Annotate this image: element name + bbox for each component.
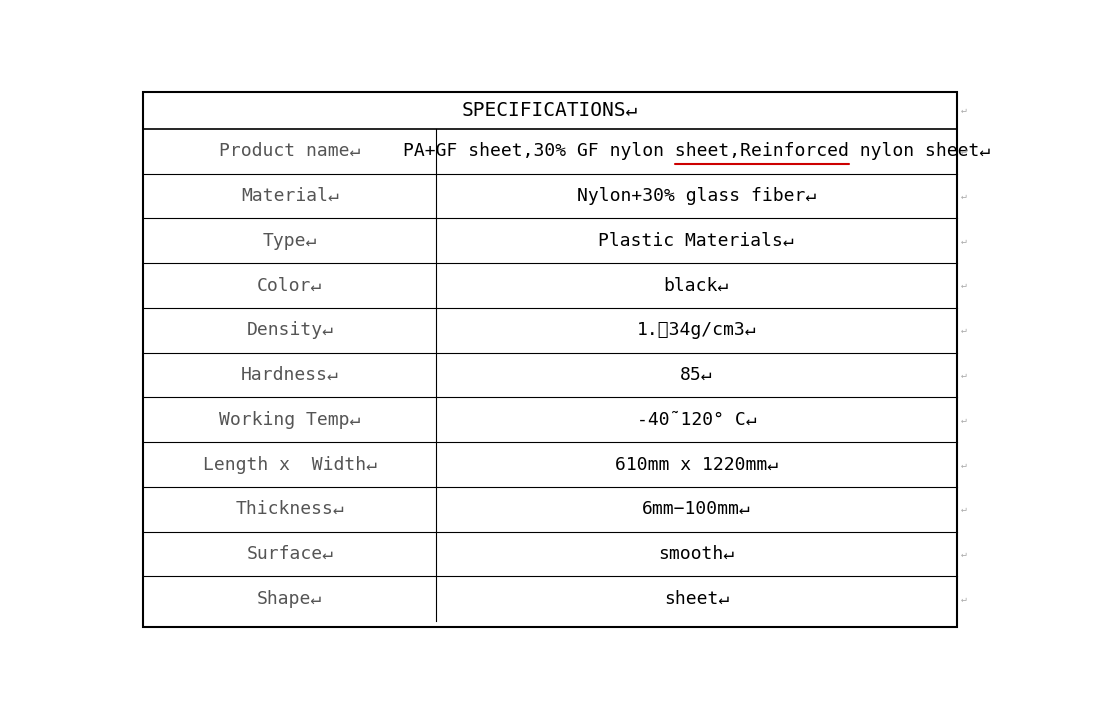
Text: ↵: ↵ (961, 594, 966, 604)
Text: Length x  Width↵: Length x Width↵ (203, 455, 377, 474)
Text: black↵: black↵ (663, 277, 729, 294)
Text: ↵: ↵ (961, 325, 966, 335)
Text: ↵: ↵ (961, 504, 966, 514)
Text: ↵: ↵ (961, 235, 966, 246)
Text: ↵: ↵ (961, 191, 966, 201)
Text: Working Temp↵: Working Temp↵ (219, 411, 361, 429)
Text: ↵: ↵ (961, 146, 966, 156)
Text: ↵: ↵ (961, 370, 966, 380)
Text: 6mm−100mm↵: 6mm−100mm↵ (642, 501, 751, 518)
Text: SPECIFICATIONS↵: SPECIFICATIONS↵ (462, 101, 638, 120)
Text: Density↵: Density↵ (246, 321, 333, 339)
Text: 85↵: 85↵ (680, 366, 713, 384)
Text: ↵: ↵ (961, 281, 966, 291)
Text: Product name↵: Product name↵ (219, 142, 361, 160)
Text: 610mm x 1220mm↵: 610mm x 1220mm↵ (614, 455, 778, 474)
Text: PA+GF sheet,30% GF nylon sheet,Reinforced nylon sheet↵: PA+GF sheet,30% GF nylon sheet,Reinforce… (402, 142, 990, 160)
Text: smooth↵: smooth↵ (658, 545, 734, 563)
Text: sheet↵: sheet↵ (663, 590, 729, 608)
Text: ↵: ↵ (961, 415, 966, 425)
Text: Surface↵: Surface↵ (246, 545, 333, 563)
Text: ↵: ↵ (961, 105, 966, 115)
Text: ↵: ↵ (961, 459, 966, 469)
Text: 1.​34g/cm3↵: 1.​34g/cm3↵ (636, 321, 756, 339)
Text: Shape↵: Shape↵ (257, 590, 322, 608)
Text: Plastic Materials↵: Plastic Materials↵ (599, 232, 795, 250)
Text: Thickness↵: Thickness↵ (235, 501, 344, 518)
Text: Hardness↵: Hardness↵ (240, 366, 339, 384)
Text: Color↵: Color↵ (257, 277, 322, 294)
Text: ↵: ↵ (961, 549, 966, 559)
Text: Material↵: Material↵ (240, 187, 339, 205)
Text: -40˜120° C↵: -40˜120° C↵ (636, 411, 756, 429)
Text: Type↵: Type↵ (262, 232, 317, 250)
Text: Nylon+30% glass fiber↵: Nylon+30% glass fiber↵ (577, 187, 816, 205)
